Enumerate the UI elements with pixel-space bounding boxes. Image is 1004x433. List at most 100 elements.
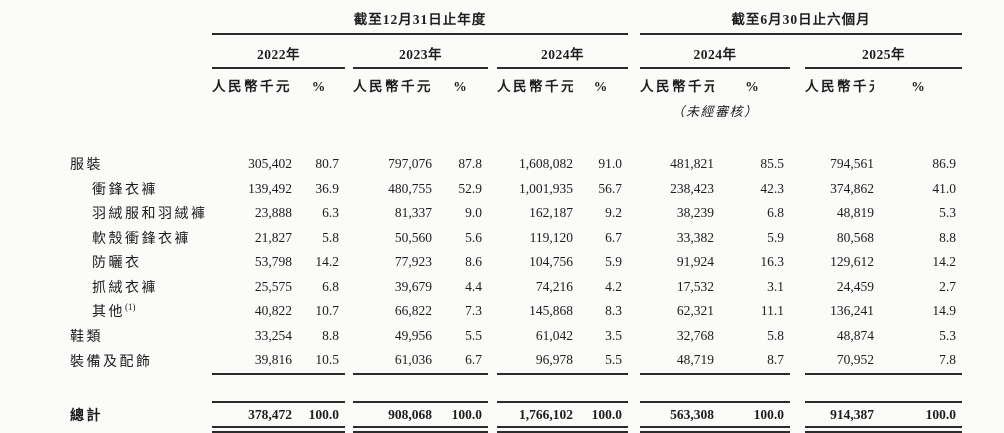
column-gap <box>345 402 353 430</box>
column-gap <box>628 34 640 68</box>
percent-value: 41.0 <box>932 180 957 196</box>
amount-value: 81,337 <box>394 205 432 221</box>
percent-value: 36.9 <box>315 180 339 196</box>
column-gap <box>628 152 640 177</box>
amount-value: 794,561 <box>830 156 874 172</box>
amount-value: 70,952 <box>805 348 874 375</box>
total-row: 總計 378,472 100.0 908,068 100.0 1,766,102 100.0… <box>70 400 963 433</box>
percent-value: 5.8 <box>322 229 339 245</box>
column-gap <box>488 177 497 202</box>
amount-value: 74,216 <box>535 278 573 294</box>
table-row: 其他(1) 40,822 10.7 66,822 7.3 145,868 8.3 62,321… <box>70 299 962 324</box>
amount-value: 48,874 <box>836 327 874 343</box>
amount-value: 48,719 <box>640 348 714 375</box>
amount-value: 480,755 <box>388 180 432 196</box>
percent-value: 100.0 <box>573 400 628 433</box>
percent-value: 42.3 <box>760 180 784 196</box>
column-gap <box>488 348 497 374</box>
year-header-2023: 2023年 <box>353 34 488 69</box>
amount-value: 48,819 <box>836 205 874 221</box>
table-row: 抓絨衣褲 25,575 6.8 39,679 4.4 74,216 4.2 17,532 3.1… <box>70 275 962 300</box>
percent-value: 8.6 <box>465 254 482 270</box>
column-gap <box>488 275 497 300</box>
percent-value: 6.7 <box>605 229 622 245</box>
percent-value: 8.7 <box>714 348 790 375</box>
column-gap <box>628 68 640 99</box>
percent-value: 100.0 <box>874 400 963 433</box>
column-gap <box>790 201 805 226</box>
amount-value: 797,076 <box>388 156 432 172</box>
row-label: 抓絨衣褲 <box>70 275 212 300</box>
percent-value: 86.9 <box>932 156 957 172</box>
amount-value: 38,239 <box>676 205 714 221</box>
amount-value: 25,575 <box>254 278 292 294</box>
column-gap <box>488 201 497 226</box>
percent-value: 5.3 <box>939 205 957 221</box>
column-gap <box>345 250 353 275</box>
empty-cell <box>70 99 640 122</box>
amount-value: 374,862 <box>830 180 874 196</box>
year-header-6m-2025: 2025年 <box>805 34 963 69</box>
unit-label-percent: % <box>453 79 467 94</box>
percent-value: 11.1 <box>760 303 784 319</box>
amount-value: 129,612 <box>830 254 874 270</box>
spacer-row <box>70 122 962 152</box>
row-label-text: 抓絨衣褲 <box>92 280 158 296</box>
row-label-text: 裝備及配飾 <box>70 354 153 370</box>
percent-value: 6.8 <box>322 278 339 294</box>
table-row: 鞋類 33,254 8.8 49,956 5.5 61,042 3.5 32,768 5.8 48… <box>70 324 962 349</box>
column-gap <box>628 201 640 226</box>
column-gap <box>345 324 353 349</box>
amount-value: 24,459 <box>836 278 874 294</box>
column-gap <box>345 68 353 99</box>
percent-value: 2.7 <box>939 278 957 294</box>
percent-value: 5.6 <box>465 229 482 245</box>
year-header-6m-2024: 2024年 <box>640 34 790 69</box>
amount-value: 104,756 <box>529 254 573 270</box>
table-row: 服裝 305,402 80.7 797,076 87.8 1,608,082 91.0 481… <box>70 152 962 177</box>
percent-value: 14.2 <box>315 254 339 270</box>
group-header-interim: 截至6月30日止六個月 <box>640 6 963 35</box>
column-gap <box>488 324 497 349</box>
unit-label-percent: % <box>311 79 326 94</box>
column-gap <box>488 226 497 251</box>
amount-value: 40,822 <box>254 303 292 319</box>
percent-value: 5.5 <box>465 327 482 343</box>
corner-cell <box>70 6 212 34</box>
unaudited-note-row: （未經審核） <box>70 99 962 122</box>
amount-value: 49,956 <box>394 327 432 343</box>
column-gap <box>790 68 805 99</box>
row-label: 軟殼衝鋒衣褲 <box>70 226 212 251</box>
percent-value: 56.7 <box>598 180 622 196</box>
footnote-marker: (1) <box>125 301 136 312</box>
percent-value: 9.0 <box>465 205 482 221</box>
row-label: 鞋類 <box>70 324 212 349</box>
column-gap <box>790 226 805 251</box>
amount-value: 1,608,082 <box>519 156 573 172</box>
column-gap <box>488 250 497 275</box>
row-label-text: 鞋類 <box>70 329 103 345</box>
row-label: 其他(1) <box>70 299 212 324</box>
amount-value: 136,241 <box>830 303 874 319</box>
column-gap <box>488 152 497 177</box>
amount-value: 305,402 <box>248 156 292 172</box>
percent-value: 8.8 <box>322 327 339 343</box>
row-label: 服裝 <box>70 152 212 177</box>
row-label: 羽絨服和羽絨褲 <box>70 201 212 226</box>
amount-value: 145,868 <box>529 303 573 319</box>
row-label: 裝備及配飾 <box>70 348 212 374</box>
total-row-label: 總計 <box>70 402 212 430</box>
percent-value: 6.7 <box>432 348 488 375</box>
amount-value: 119,120 <box>529 229 573 245</box>
column-gap <box>790 402 805 430</box>
row-label: 防曬衣 <box>70 250 212 275</box>
column-gap <box>345 226 353 251</box>
percent-value: 8.3 <box>605 303 622 319</box>
unit-label-rmb: 人民幣千元 <box>497 79 573 94</box>
revenue-breakdown-table: 截至12月31日止年度 截至6月30日止六個月 2022年 2023年 2024… <box>70 6 963 433</box>
percent-value: 100.0 <box>714 400 790 433</box>
column-gap <box>790 250 805 275</box>
percent-value: 100.0 <box>292 400 345 433</box>
amount-value: 21,827 <box>254 229 292 245</box>
amount-value: 378,472 <box>212 400 292 433</box>
